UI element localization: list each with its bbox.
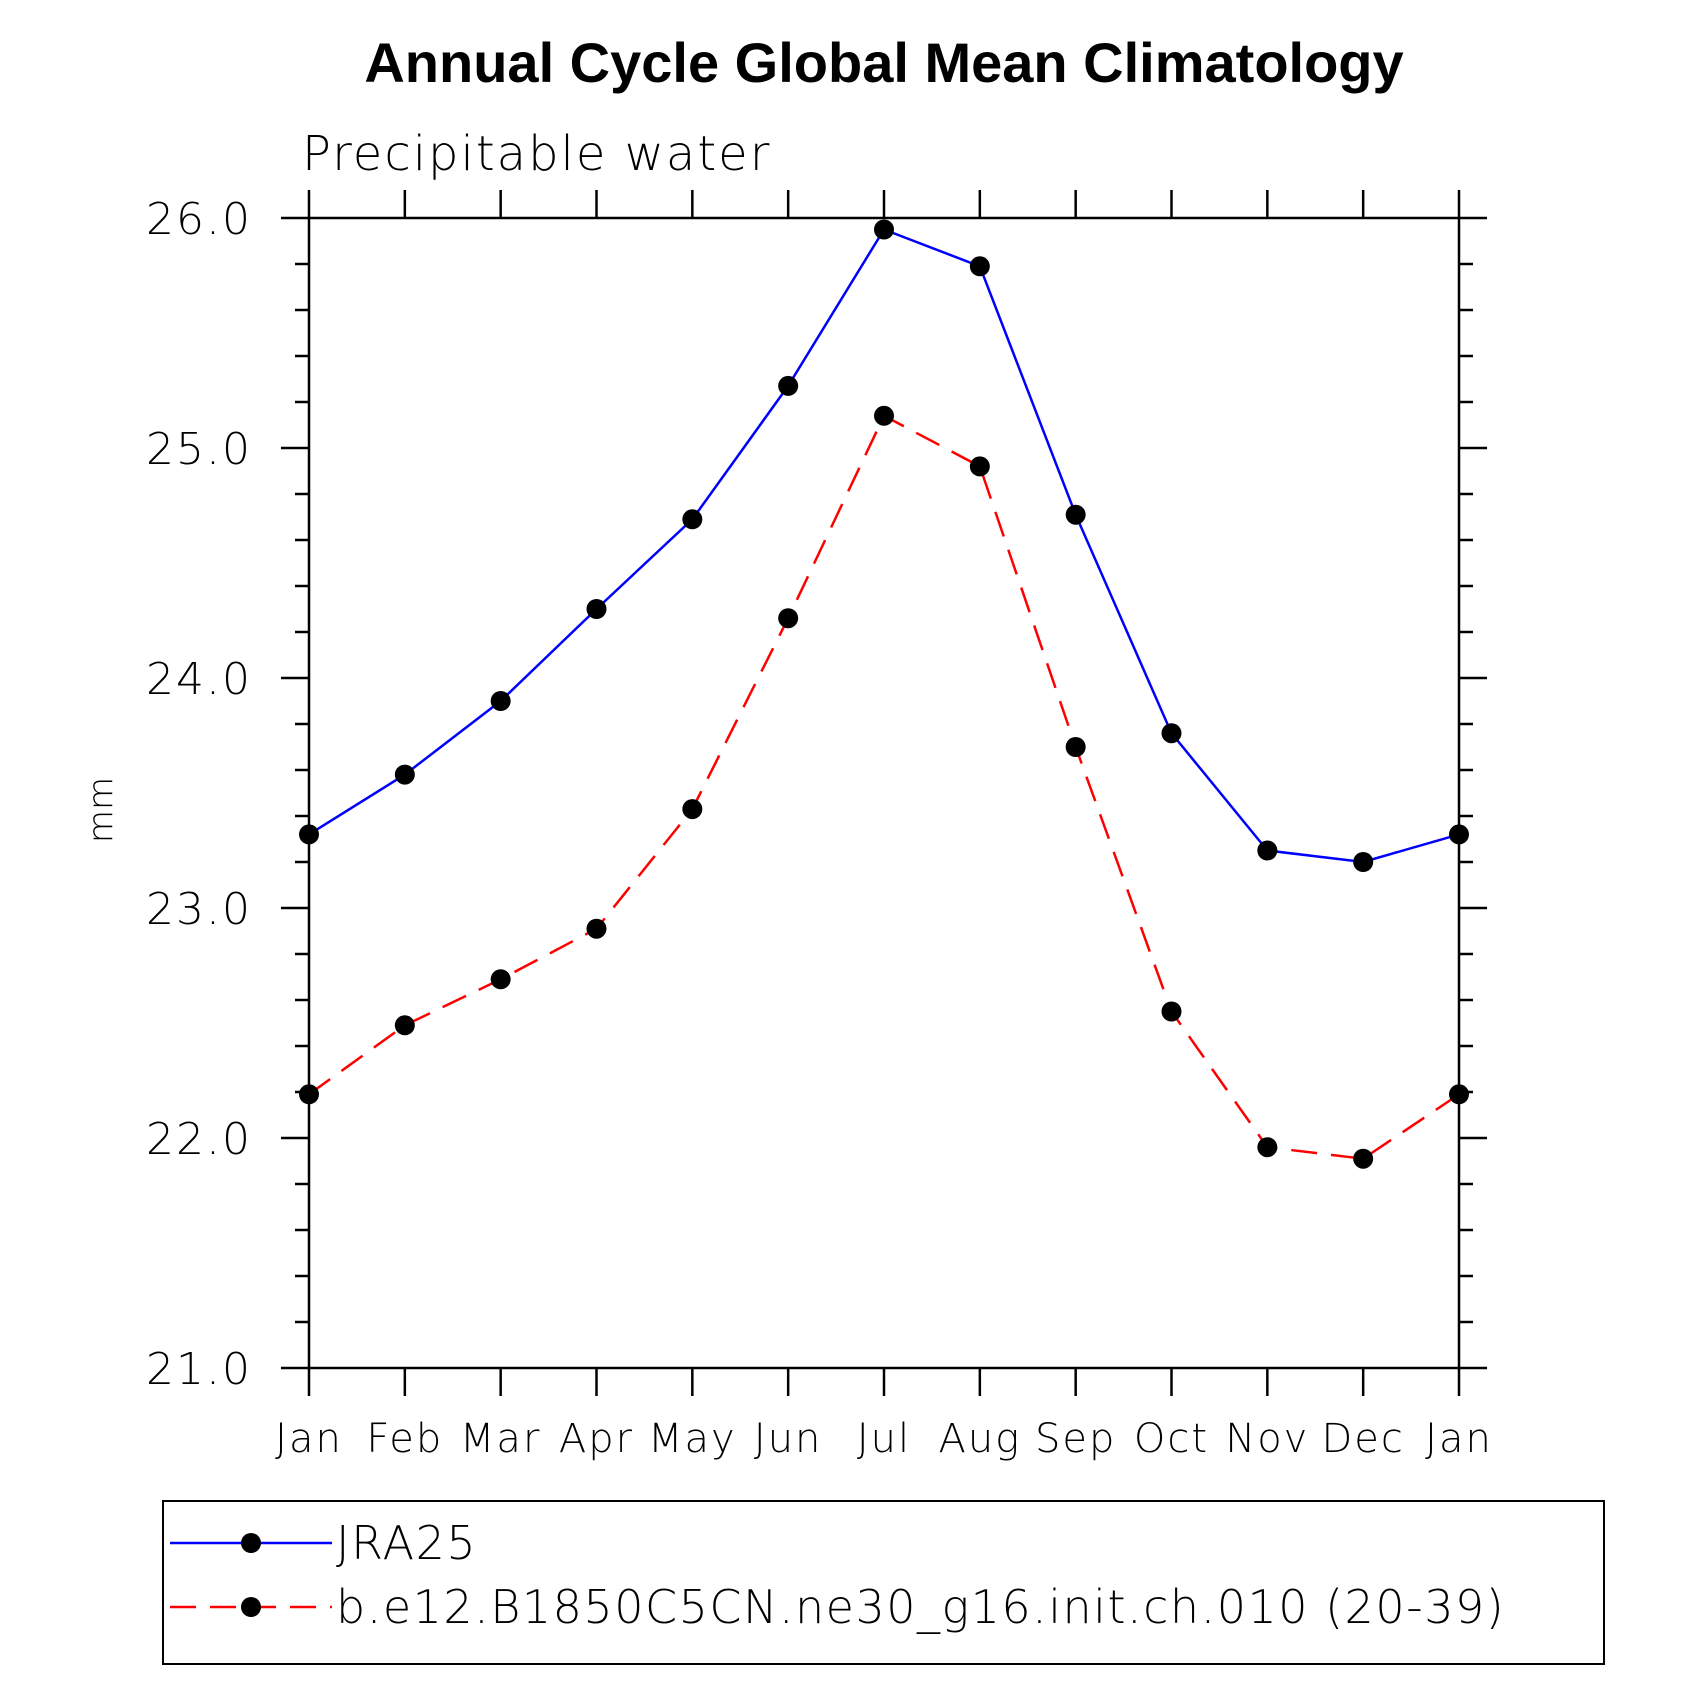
y-axis: 21.0 22.0 23.0 24.0 25.0 26.0: [146, 194, 1487, 1395]
series-1-point: [778, 375, 799, 396]
x-tick-label: Dec: [1321, 1416, 1404, 1462]
legend-entries: JRA25 b.e12.B1850C5CN.ne30_g16.init.ch.01…: [170, 1516, 1505, 1634]
y-tick-label: 21.0: [146, 1344, 252, 1395]
x-tick-label: Apr: [559, 1416, 634, 1462]
y-tick-label: 24.0: [146, 654, 252, 705]
x-tick-label: Mar: [460, 1416, 541, 1462]
legend-marker-2: [241, 1597, 261, 1617]
x-tick-label: Sep: [1035, 1416, 1116, 1462]
legend-label-1: JRA25: [336, 1516, 477, 1570]
x-tick-label: Jan: [1425, 1416, 1493, 1462]
y-tick-label: 22.0: [146, 1114, 252, 1165]
series-2-point: [874, 405, 894, 426]
series-2-point: [1065, 737, 1086, 757]
series-1-point: [1449, 824, 1469, 845]
series-1-point: [874, 219, 894, 240]
x-tick-label: Aug: [938, 1416, 1021, 1462]
series-2-point: [969, 456, 990, 477]
legend: JRA25 b.e12.B1850C5CN.ne30_g16.init.ch.01…: [162, 1500, 1605, 1665]
x-axis: Jan Feb Mar Apr May Jun Jul Aug Sep Oct Nov Dec Jan: [275, 190, 1493, 1462]
legend-label-2: b.e12.B1850C5CN.ne30_g16.init.ch.010 (20…: [336, 1580, 1505, 1634]
x-tick-label: Jul: [857, 1416, 911, 1462]
y-tick-label: 26.0: [146, 194, 252, 245]
chart-title: Annual Cycle Global Mean Climatology: [364, 31, 1403, 94]
series-1-point: [299, 824, 319, 845]
series-2-point: [1161, 1001, 1182, 1022]
series-layer: [299, 219, 1469, 1169]
series-2-point: [1257, 1137, 1278, 1158]
series-2-point: [1449, 1084, 1469, 1105]
plot-frame: [307, 216, 1461, 1370]
series-2-point: [586, 918, 607, 939]
legend-marker-1: [241, 1533, 261, 1553]
series-1-point: [394, 764, 415, 785]
series-1-point: [586, 599, 607, 619]
series-1-point: [1257, 840, 1278, 861]
x-tick-label: Jan: [275, 1416, 343, 1462]
series-1-point: [969, 256, 990, 277]
x-tick-label: Feb: [366, 1416, 443, 1462]
series-2-point: [778, 608, 799, 629]
series-line-1: [308, 227, 1460, 864]
chart-subtitle: Precipitable water: [302, 126, 771, 182]
series-1-point: [490, 691, 511, 711]
legend-box: [162, 1500, 1605, 1665]
series-1-point: [1161, 723, 1182, 744]
x-tick-label: Oct: [1134, 1416, 1209, 1462]
y-tick-label: 23.0: [146, 884, 252, 935]
series-2-point: [682, 799, 703, 820]
series-2-point: [299, 1084, 319, 1105]
series-1-point: [1353, 852, 1374, 872]
x-tick-label: Nov: [1225, 1416, 1309, 1462]
series-1-point: [1065, 504, 1086, 525]
x-tick-label: May: [648, 1416, 737, 1462]
series-2-point: [1353, 1148, 1374, 1169]
series-1-point: [682, 509, 703, 530]
x-tick-label: Jun: [754, 1416, 823, 1462]
y-tick-label: 25.0: [146, 424, 252, 475]
y-axis-label: mm: [81, 777, 121, 843]
series-2-point: [394, 1015, 415, 1036]
series-2-point: [490, 969, 511, 990]
series-line-2: [308, 414, 1460, 1160]
